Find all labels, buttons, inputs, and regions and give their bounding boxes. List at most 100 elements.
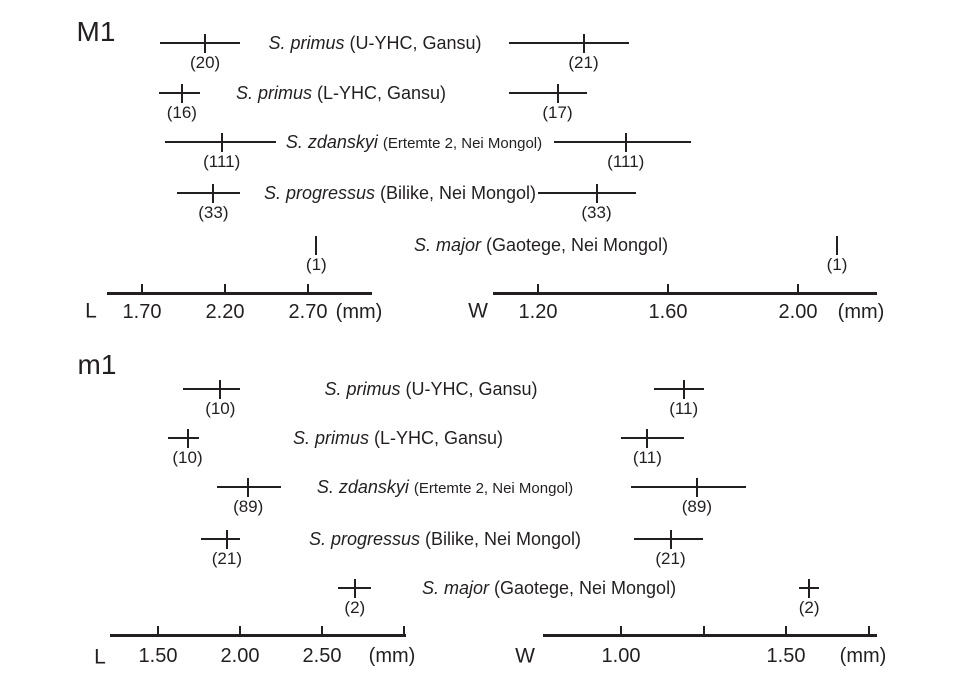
- species-label: S. zdanskyi (Ertemte 2, Nei Mongol): [317, 478, 573, 496]
- mean-tick: [353, 579, 356, 598]
- mean-tick: [212, 184, 215, 203]
- species-locality: (U-YHC, Gansu): [405, 379, 538, 399]
- sample-size-label: (21): [655, 549, 686, 568]
- range-bar: [508, 42, 629, 44]
- axis-tick-mark: [224, 284, 226, 293]
- mean-tick: [556, 84, 559, 103]
- mean-tick: [669, 530, 672, 549]
- axis-tick-mark: [537, 284, 539, 293]
- range-bar: [200, 538, 240, 540]
- axis-tick-label: 1.50: [138, 645, 178, 667]
- panel-title: m1: [77, 349, 117, 380]
- sample-size-label: (20): [189, 53, 221, 72]
- species-label: S. progressus (Bilike, Nei Mongol): [264, 184, 536, 202]
- sample-size-label: (17): [542, 103, 573, 122]
- species-label: S. major (Gaotege, Nei Mongol): [414, 236, 668, 254]
- mean-tick: [247, 478, 250, 497]
- axis-unit-label: (mm): [837, 301, 885, 323]
- range-bar: [176, 192, 240, 194]
- axis-name-label: W: [468, 299, 488, 323]
- axis-tick-mark: [702, 626, 705, 635]
- range-bar: [182, 388, 240, 390]
- axis-tick-label: 2.70: [288, 301, 328, 323]
- axis-tick-mark: [141, 284, 143, 293]
- species-name: S. zdanskyi: [316, 477, 409, 497]
- sample-size-label: (111): [607, 152, 645, 171]
- axis-name-label: L: [94, 645, 106, 669]
- mean-tick: [219, 380, 222, 399]
- axis-tick-label: 1.00: [601, 645, 641, 667]
- sample-size-label: (11): [669, 399, 699, 418]
- species-locality: (Gaotege, Nei Mongol): [485, 235, 669, 255]
- species-locality: (U-YHC, Gansu): [349, 33, 482, 53]
- sample-size-label: (2): [798, 598, 820, 617]
- mean-tick: [186, 429, 189, 448]
- species-label: S. major (Gaotege, Nei Mongol): [422, 579, 676, 597]
- axis-tick-label: 1.60: [648, 301, 688, 323]
- axis-unit-label: (mm): [839, 645, 887, 667]
- sample-size-label: (1): [826, 255, 848, 274]
- range-bar: [554, 141, 691, 143]
- mean-tick: [695, 478, 698, 497]
- mean-tick: [180, 84, 183, 103]
- species-locality: (Bilike, Nei Mongol): [425, 529, 582, 549]
- species-label: S. primus (L-YHC, Gansu): [293, 429, 503, 447]
- species-locality: (Ertemte 2, Nei Mongol): [382, 135, 543, 152]
- sample-size-label: (33): [581, 203, 612, 222]
- mean-tick: [220, 133, 223, 152]
- range-bar: [634, 538, 704, 540]
- sample-size-label: (33): [198, 203, 229, 222]
- range-bar: [167, 437, 199, 439]
- axis-tick-label: 1.70: [122, 301, 162, 323]
- axis-tick-mark: [403, 626, 405, 635]
- mean-tick: [204, 34, 207, 53]
- mean-tick: [836, 236, 838, 255]
- axis-tick-mark: [239, 626, 241, 635]
- sample-size-label: (10): [172, 448, 203, 467]
- species-name: S. zdanskyi: [285, 132, 378, 152]
- axis-tick-mark: [321, 626, 323, 635]
- species-locality: (L-YHC, Gansu): [373, 428, 504, 448]
- axis-tick-label: 1.20: [518, 301, 558, 323]
- species-name: S. major: [421, 578, 489, 598]
- range-bar: [654, 388, 704, 390]
- axis-tick-mark: [797, 284, 799, 293]
- sample-size-label: (16): [166, 103, 197, 122]
- range-bar: [508, 92, 587, 94]
- sample-size-label: (21): [568, 53, 599, 72]
- sample-size-label: (11): [632, 448, 662, 467]
- sample-size-label: (89): [681, 497, 713, 516]
- axis-line: [543, 634, 877, 637]
- species-name: S. primus: [292, 428, 369, 448]
- axis-tick-mark: [157, 626, 159, 635]
- mean-tick: [646, 429, 649, 448]
- species-label: S. zdanskyi (Ertemte 2, Nei Mongol): [286, 133, 542, 151]
- mean-tick: [808, 579, 811, 598]
- axis-tick-mark: [785, 626, 787, 635]
- mean-tick: [225, 530, 228, 549]
- axis-name-label: L: [85, 299, 97, 323]
- species-name: S. progressus: [263, 183, 375, 203]
- axis-line: [107, 292, 372, 295]
- species-locality: (L-YHC, Gansu): [316, 83, 447, 103]
- axis-tick-mark: [667, 284, 669, 293]
- sample-size-label: (21): [211, 549, 242, 568]
- range-bar: [621, 437, 684, 439]
- range-bar: [630, 486, 747, 488]
- range-bar: [160, 42, 240, 44]
- axis-unit-label: (mm): [368, 645, 416, 667]
- axis-tick-label: 2.00: [778, 301, 818, 323]
- species-name: S. major: [413, 235, 481, 255]
- axis-tick-label: 2.20: [205, 301, 245, 323]
- species-label: S. primus (U-YHC, Gansu): [268, 34, 481, 52]
- species-name: S. primus: [268, 33, 345, 53]
- mean-tick: [682, 380, 685, 399]
- species-locality: (Ertemte 2, Nei Mongol): [413, 480, 574, 497]
- mean-tick: [595, 184, 598, 203]
- axis-tick-mark: [867, 626, 870, 635]
- range-bar: [158, 92, 201, 94]
- species-name: S. primus: [235, 83, 312, 103]
- species-label: S. primus (U-YHC, Gansu): [324, 380, 537, 398]
- mean-tick: [624, 133, 627, 152]
